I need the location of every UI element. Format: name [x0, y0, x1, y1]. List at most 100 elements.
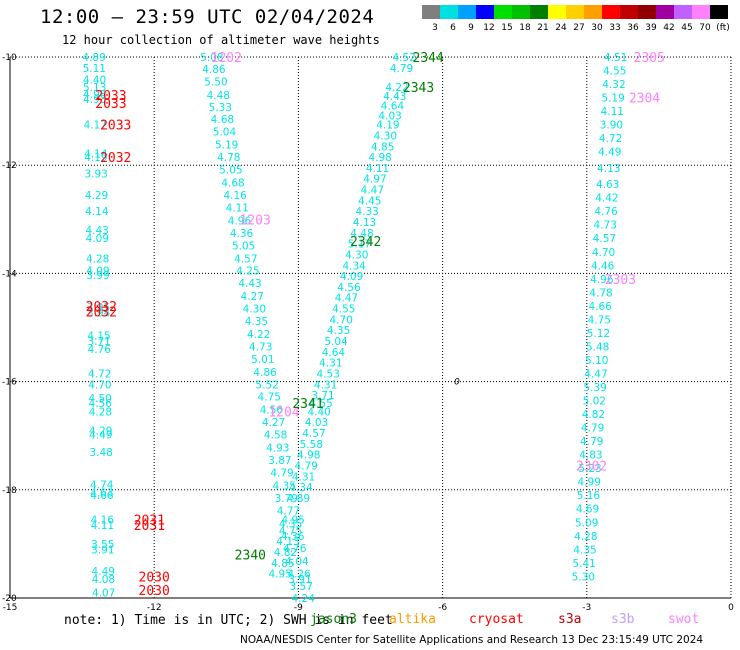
wave-height-point: 5.02: [583, 396, 606, 408]
wave-height-point: 4.28: [86, 253, 109, 265]
wave-height-point: 4.09: [86, 266, 109, 278]
wave-height-point: 4.16: [223, 190, 247, 202]
wave-height-point: 5.33: [209, 102, 232, 114]
y-tick-label: -16: [2, 378, 17, 388]
wave-height-point: 4.31: [314, 379, 337, 391]
pass-label: 2304: [629, 92, 660, 107]
wave-height-point: 5.05: [219, 165, 242, 177]
wave-height-point: 5.08: [200, 52, 223, 64]
wave-height-point: 4.29: [89, 425, 112, 437]
pass-label: 2342: [350, 235, 381, 250]
wave-height-point: 4.43: [85, 225, 108, 237]
color-scale-label: 24: [555, 23, 567, 33]
color-scale-label: 39: [645, 23, 657, 33]
wave-height-point: 4.40: [307, 406, 330, 418]
wave-height-point: 4.47: [335, 293, 358, 305]
wave-height-point: 4.73: [594, 220, 617, 232]
x-tick-label: -3: [582, 603, 591, 613]
wave-height-point: 3.95: [87, 302, 110, 314]
wave-height-point: 4.34: [342, 260, 366, 272]
wave-height-point: 4.19: [376, 120, 399, 132]
wave-height-point: 4.40: [83, 75, 106, 87]
wave-height-point: 4.25: [236, 266, 259, 278]
color-scale-label: 27: [573, 23, 585, 33]
wave-height-point: 4.15: [87, 331, 110, 343]
wave-height-point: 4.93: [83, 94, 106, 106]
wave-height-point: 4.46: [591, 260, 615, 272]
wave-height-point: 4.56: [89, 398, 113, 410]
wave-height-point: 4.26: [287, 569, 311, 581]
pass-label: 2033: [95, 97, 126, 112]
wave-height-point: 4.95: [269, 569, 292, 581]
wave-height-point: 4.11: [91, 520, 114, 532]
color-scale-label: 70: [699, 23, 711, 33]
wave-height-point: 4.43: [383, 91, 406, 103]
pass-label: 1203: [239, 213, 270, 228]
color-scale-swatch: [692, 5, 710, 19]
wave-height-point: 4.32: [602, 79, 625, 91]
color-scale-label: 3: [432, 23, 438, 33]
color-scale-swatch: [710, 5, 728, 19]
wave-height-point: 5.12: [587, 328, 610, 340]
y-tick-label: -10: [2, 53, 17, 63]
wave-height-point: 5.10: [585, 355, 608, 367]
color-scale-label: 36: [627, 23, 639, 33]
wave-height-point: 4.86: [202, 64, 226, 76]
pass-label: 2305: [634, 51, 665, 66]
wave-height-point: 4.07: [92, 588, 115, 600]
wave-height-point: 4.82: [582, 409, 605, 421]
pass-label: 2030: [139, 584, 170, 599]
wave-height-point: 4.55: [309, 398, 332, 410]
chart-subtitle: 12 hour collection of altimeter wave hei…: [62, 33, 380, 47]
wave-height-point: 4.82: [274, 547, 297, 559]
wave-height-point: 4.27: [262, 417, 285, 429]
color-scale-swatch: [530, 5, 548, 19]
wave-height-point: 5.19: [601, 93, 624, 105]
wave-height-point: 5.52: [255, 379, 278, 391]
color-scale-label: 45: [681, 23, 693, 33]
color-scale-swatch: [476, 5, 494, 19]
pass-label: 2302: [576, 459, 607, 474]
color-scale-swatch: [566, 5, 584, 19]
wave-height-point: 4.11: [601, 106, 624, 118]
wave-height-point: 4.70: [88, 379, 111, 391]
wave-height-point: 3.87: [268, 455, 291, 467]
wave-height-point: 4.58: [264, 430, 287, 442]
satellite-legend-item: jason3: [310, 612, 357, 627]
wave-height-point: 5.16: [577, 490, 601, 502]
color-scale-swatch: [458, 5, 476, 19]
color-scale-label: 21: [537, 23, 549, 33]
wave-height-point: 4.36: [281, 531, 305, 543]
wave-height-point: 4.35: [273, 480, 296, 492]
color-scale-swatch: [494, 5, 512, 19]
wave-height-point: 4.64: [381, 101, 405, 113]
wave-height-point: 4.08: [92, 574, 115, 586]
wave-height-point: 4.56: [260, 405, 284, 417]
wave-height-point: 4.79: [294, 460, 317, 472]
wave-height-point: 4.13: [353, 217, 376, 229]
y-tick-label: -20: [2, 594, 17, 604]
wave-height-point: 3.57: [290, 581, 313, 593]
wave-height-point: 4.36: [230, 228, 254, 240]
wave-height-point: 5.11: [83, 63, 106, 75]
wave-height-point: 4.14: [84, 148, 108, 160]
wave-height-point: 4.79: [390, 63, 413, 75]
color-scale-swatch: [620, 5, 638, 19]
pass-label: 2032: [86, 305, 117, 320]
pass-label: 2033: [100, 119, 131, 134]
wave-height-point: 4.17: [84, 120, 107, 132]
pass-label: 2303: [605, 273, 636, 288]
wave-height-point: 4.42: [595, 193, 618, 205]
wave-height-point: 4.45: [358, 195, 381, 207]
wave-height-point: 4.66: [588, 301, 612, 313]
wave-height-point: 4.30: [345, 249, 368, 261]
wave-height-point: 4.35: [279, 518, 302, 530]
wave-height-point: 4.72: [599, 133, 622, 145]
wave-height-point: 4.95: [281, 515, 304, 527]
wave-height-point: 4.53: [317, 368, 340, 380]
pass-label: 1202: [211, 51, 242, 66]
pass-label: 1204: [268, 405, 299, 420]
color-scale-swatch: [440, 5, 458, 19]
wave-height-point: 4.98: [368, 152, 391, 164]
wave-height-point: 3.48: [89, 447, 112, 459]
